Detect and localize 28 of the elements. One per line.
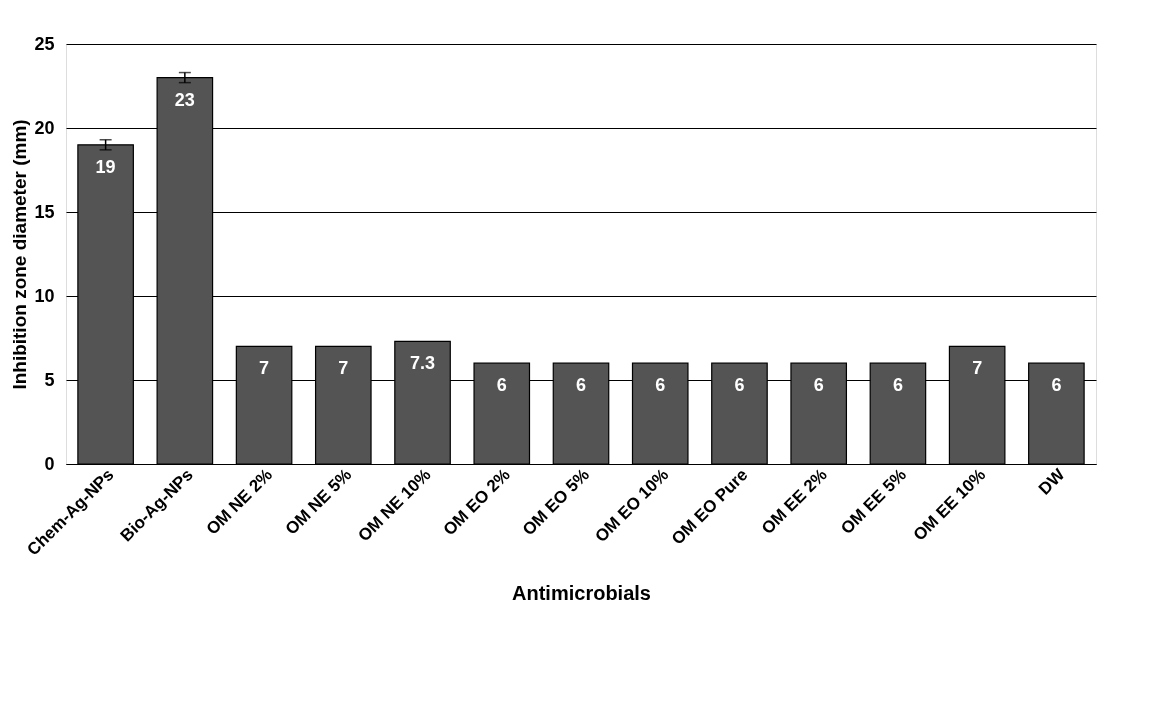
y-tick-label: 15 (34, 201, 55, 222)
x-tick-label: OM EE 5% (837, 465, 910, 538)
x-tick-label: DW (1034, 464, 1070, 499)
y-tick-label: 0 (44, 453, 55, 474)
x-tick-label: OM NE 2% (202, 465, 277, 539)
data-label: 7 (259, 358, 270, 379)
x-tick-label: OM EE 2% (757, 465, 831, 538)
y-tick-label: 5 (44, 369, 55, 390)
data-label: 6 (655, 375, 666, 396)
data-label: 6 (892, 375, 903, 396)
x-tick-label: OM EO 5% (518, 465, 594, 540)
data-label: 6 (1051, 375, 1062, 396)
y-axis-title: Inhibition zone diameter (mm) (9, 119, 31, 390)
data-label: 7 (338, 358, 349, 379)
x-tick-label: OM EO 2% (439, 465, 514, 540)
data-label: 19 (95, 156, 116, 177)
y-tick-label: 20 (34, 117, 55, 138)
y-tick-label: 25 (34, 33, 55, 54)
y-tick-label: 10 (34, 285, 55, 306)
data-label: 7 (972, 358, 983, 379)
data-label: 7.3 (410, 353, 436, 374)
data-label: 6 (734, 375, 745, 396)
data-label: 23 (174, 89, 195, 110)
data-label: 6 (575, 375, 587, 396)
x-axis-title: Antimicrobials (512, 581, 651, 604)
data-label: 6 (813, 375, 824, 396)
x-tick-label: OM NE 5% (281, 465, 356, 539)
data-label: 6 (496, 375, 507, 396)
